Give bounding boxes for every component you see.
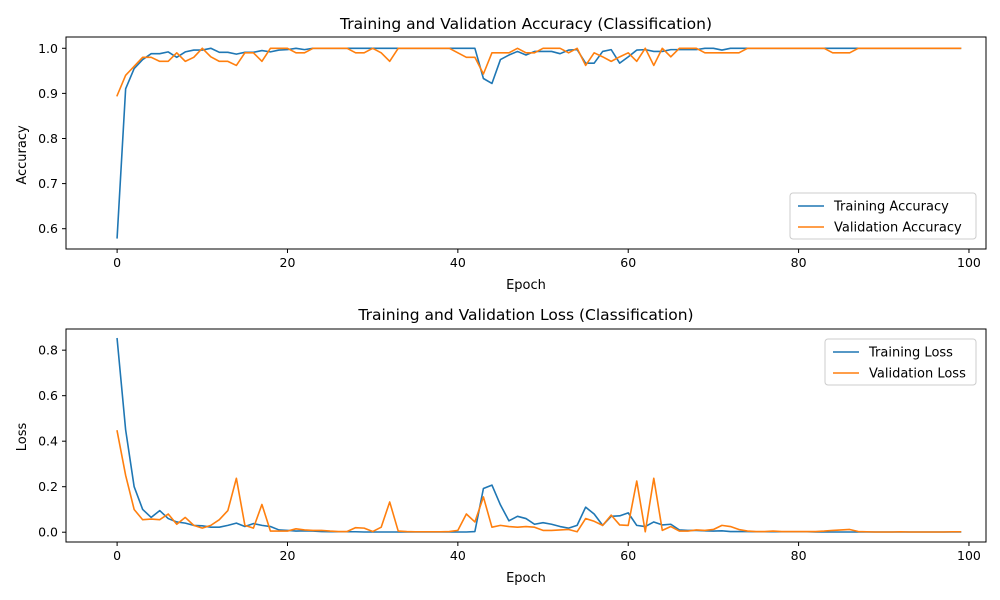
- y-tick-label: 0.6: [38, 388, 58, 403]
- legend: Training Accuracy Validation Accuracy: [789, 192, 977, 240]
- loss-plot-area: 0 20 40 60 80 100 0.0 0.2 0.4 0.6 0.8 Training Loss…: [38, 328, 987, 563]
- y-tick-label: 0.7: [38, 176, 58, 191]
- legend-box: [824, 338, 977, 386]
- y-tick-label: 1.0: [38, 41, 58, 56]
- y-axis-label: Loss: [15, 423, 30, 452]
- x-tick-label: 80: [791, 548, 807, 563]
- x-tick-label: 40: [450, 255, 466, 270]
- x-tick-label: 20: [280, 548, 296, 563]
- axes-frame: [65, 328, 987, 543]
- x-axis-label: Epoch: [506, 278, 546, 293]
- x-tick-label: 80: [791, 255, 807, 270]
- legend: Training Loss Validation Loss: [824, 338, 977, 386]
- y-axis-label: Accuracy: [15, 125, 30, 185]
- x-tick-label: 0: [113, 255, 121, 270]
- y-tick-label: 0.0: [38, 525, 58, 540]
- y-tick-label: 0.4: [38, 434, 58, 449]
- x-tick-label: 60: [620, 548, 636, 563]
- chart-title: Training and Validation Loss (Classifica…: [357, 306, 693, 324]
- series-line-validation-loss: [116, 430, 962, 533]
- x-tick-label: 0: [113, 548, 121, 563]
- accuracy-plot-area: 0 20 40 60 80 100 0.6 0.7 0.8 0.9 1.0 Training Accu…: [38, 36, 987, 270]
- loss-chart: Training and Validation Loss (Classifica…: [15, 306, 987, 586]
- x-tick-label: 60: [620, 255, 636, 270]
- x-tick-label: 100: [957, 548, 981, 563]
- y-tick-label: 0.6: [38, 221, 58, 236]
- y-tick-label: 0.9: [38, 86, 58, 101]
- chart-title: Training and Validation Accuracy (Classi…: [339, 15, 712, 33]
- legend-label: Training Loss: [868, 346, 953, 361]
- accuracy-chart: Training and Validation Accuracy (Classi…: [15, 15, 987, 293]
- x-tick-label: 100: [957, 255, 981, 270]
- x-tick-label: 20: [280, 255, 296, 270]
- x-axis-label: Epoch: [506, 571, 546, 586]
- axes-frame: [65, 36, 987, 250]
- legend-label: Training Accuracy: [833, 200, 949, 215]
- y-tick-label: 0.8: [38, 343, 58, 358]
- series-line-validation-accuracy: [116, 47, 962, 97]
- x-tick-label: 40: [450, 548, 466, 563]
- y-tick-label: 0.8: [38, 131, 58, 146]
- legend-box: [789, 192, 977, 240]
- legend-label: Validation Loss: [869, 367, 966, 382]
- y-tick-label: 0.2: [38, 479, 58, 494]
- legend-label: Validation Accuracy: [834, 221, 962, 236]
